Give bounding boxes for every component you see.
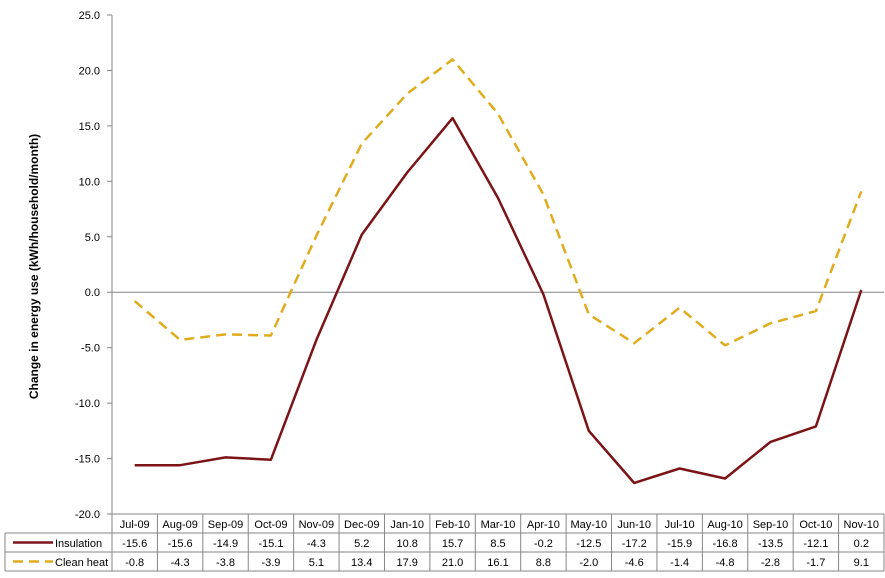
x-tick-label: Sep-10 [753,519,788,531]
data-label: -12.5 [576,538,601,550]
x-tick-label: Dec-09 [344,519,379,531]
y-tick-label: 25.0 [79,10,100,22]
x-tick-label: Feb-10 [435,519,470,531]
data-label: -12.1 [803,538,828,550]
data-label: 9.1 [854,557,869,569]
x-tick-label: Mar-10 [481,519,516,531]
data-label: 5.2 [354,538,369,550]
y-tick-label: 10.0 [79,176,100,188]
legend-label: Clean heat [55,557,108,569]
y-axis-title: Change in energy use (kWh/household/mont… [27,134,41,399]
x-tick-label: Apr-10 [527,519,560,531]
y-tick-label: -5.0 [81,343,100,355]
data-label: -3.9 [261,557,280,569]
x-tick-label: Aug-10 [707,519,742,531]
x-tick-label: Sep-09 [208,519,243,531]
data-label: 8.5 [490,538,505,550]
legend-label: Insulation [55,538,102,550]
series-line-insulation [134,116,863,485]
x-tick-label: Oct-09 [254,519,287,531]
y-tick-label: 0.0 [85,287,100,299]
y-tick-label: 15.0 [79,121,100,133]
y-tick-label: -15.0 [75,454,100,466]
data-label: -3.8 [216,557,235,569]
data-label: -15.6 [168,538,193,550]
x-tick-label: Nov-09 [299,519,334,531]
data-label: -15.6 [122,538,147,550]
data-label: -17.2 [622,538,647,550]
data-label: 15.7 [442,538,463,550]
data-label: -4.8 [716,557,735,569]
data-label: -4.3 [307,538,326,550]
data-label: 5.1 [309,557,324,569]
data-label: 0.2 [854,538,869,550]
data-label: -2.0 [579,557,598,569]
y-tick-label: 5.0 [85,232,100,244]
y-tick-label: 20.0 [79,65,100,77]
data-label: -2.8 [761,557,780,569]
x-tick-label: Jul-10 [665,519,695,531]
data-label: -16.8 [713,538,738,550]
x-tick-label: May-10 [570,519,607,531]
x-tick-label: Aug-09 [162,519,197,531]
data-label: -0.8 [125,557,144,569]
data-label: -4.6 [625,557,644,569]
data-label: -0.2 [534,538,553,550]
data-label: 13.4 [351,557,372,569]
data-label: -1.7 [806,557,825,569]
x-tick-label: Jun-10 [617,519,651,531]
data-label: -13.5 [758,538,783,550]
data-label: 21.0 [442,557,463,569]
data-label: -15.9 [667,538,692,550]
series-line-clean-heat [133,58,863,347]
data-label: -14.9 [213,538,238,550]
data-label: 17.9 [396,557,417,569]
data-label: -1.4 [670,557,689,569]
x-tick-label: Nov-10 [844,519,879,531]
y-tick-label: -10.0 [75,398,100,410]
x-tick-label: Jan-10 [390,519,424,531]
x-tick-label: Jul-09 [120,519,150,531]
x-tick-label: Oct-10 [799,519,832,531]
data-label: -15.1 [258,538,283,550]
y-tick-label: -20.0 [75,509,100,521]
data-label: 16.1 [487,557,508,569]
data-label: -4.3 [171,557,190,569]
data-label: 8.8 [536,557,551,569]
data-label: 10.8 [396,538,417,550]
